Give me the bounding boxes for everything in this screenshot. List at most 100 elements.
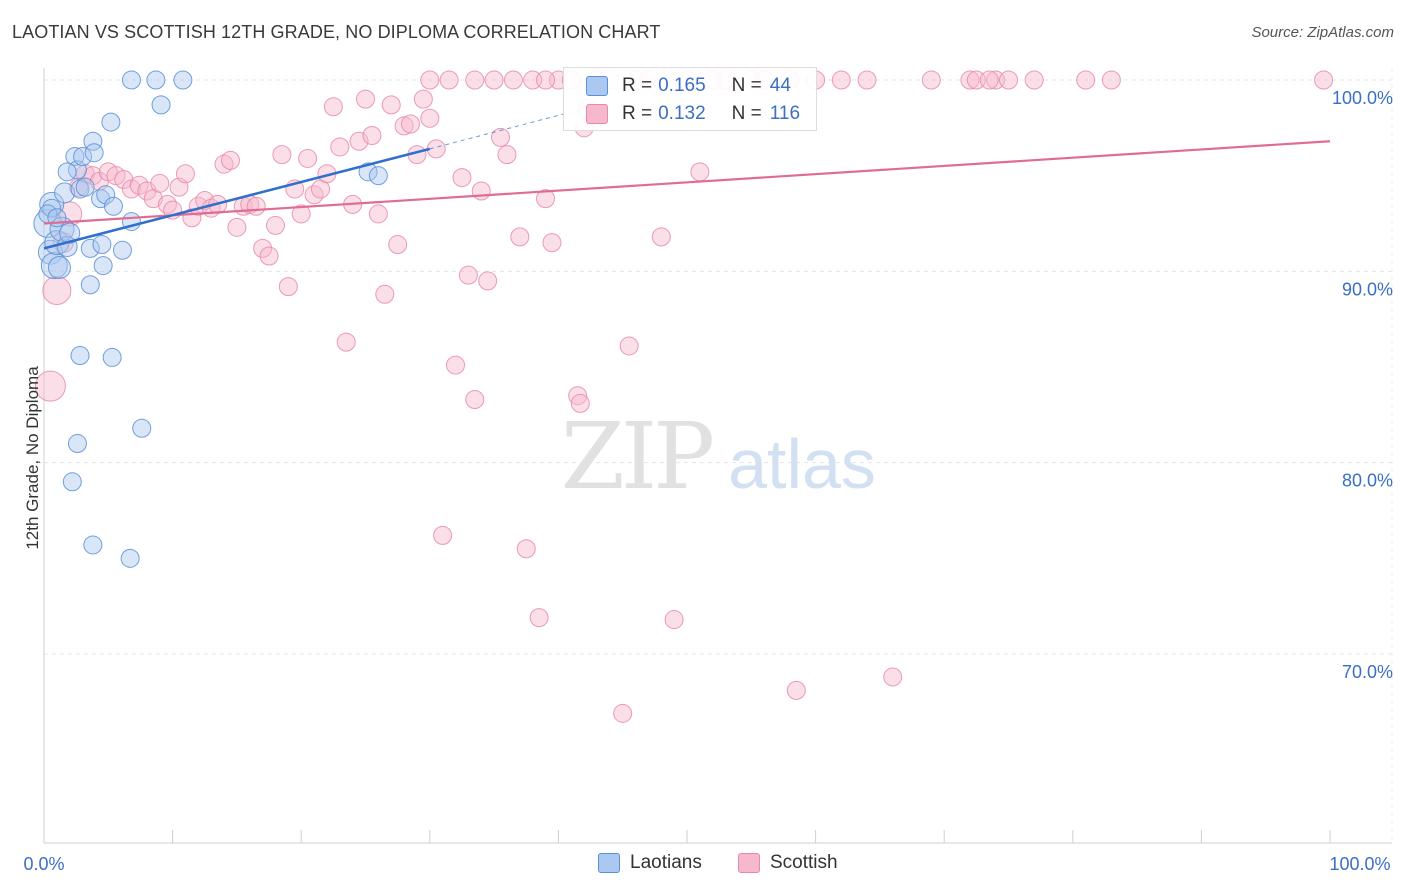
scottish-point xyxy=(157,194,177,214)
scottish-point xyxy=(433,525,453,545)
source-label: Source: ZipAtlas.com xyxy=(1251,24,1394,41)
laotians-point xyxy=(80,275,100,295)
laotians-point xyxy=(47,256,71,280)
scottish-point xyxy=(510,227,530,247)
laotians-point xyxy=(103,196,123,216)
scottish-point xyxy=(484,70,504,90)
laotians-point xyxy=(146,70,166,90)
scottish-point xyxy=(613,703,633,723)
scottish-point xyxy=(1076,70,1096,90)
laotians-point xyxy=(132,418,152,438)
scottish-point xyxy=(619,336,639,356)
scottish-point xyxy=(220,150,240,170)
legend-item-scottish[interactable]: Scottish xyxy=(738,852,838,874)
laotians-point xyxy=(83,535,103,555)
laotians-point xyxy=(93,256,113,276)
scottish-point xyxy=(356,89,375,109)
scottish-point xyxy=(478,271,498,291)
r-value: 0.132 xyxy=(658,103,706,124)
scottish-point xyxy=(420,70,440,90)
scottish-swatch xyxy=(586,104,608,124)
laotians-point xyxy=(40,252,68,280)
watermark: ZIP atlas xyxy=(561,403,876,510)
scottish-point xyxy=(34,370,66,402)
y-tick-label: 100.0% xyxy=(1332,88,1393,108)
n-label: N = xyxy=(731,103,762,124)
scottish-point xyxy=(42,275,72,305)
scottish-point xyxy=(503,70,523,90)
legend-row-laotians: R = 0.165 N = 44 xyxy=(586,73,791,99)
n-value: 44 xyxy=(769,75,791,96)
scottish-point xyxy=(536,189,556,209)
laotians-point xyxy=(62,472,82,492)
x-tick-label-max: 100.0% xyxy=(1329,854,1390,874)
scottish-point xyxy=(536,70,556,90)
correlation-legend: R = 0.165 N = 44 R = 0.132 N = 116 xyxy=(563,67,817,131)
legend-row-scottish: R = 0.132 N = 116 xyxy=(586,101,800,127)
watermark-atlas: atlas xyxy=(728,425,876,503)
scottish-point xyxy=(420,108,440,128)
r-value: 0.165 xyxy=(658,75,706,96)
laotians-point xyxy=(173,70,193,90)
r-label: R = xyxy=(622,103,653,124)
laotians-trend-line xyxy=(43,147,431,250)
laotians-point xyxy=(368,166,388,186)
scottish-point xyxy=(362,125,382,145)
laotians-point xyxy=(70,346,90,366)
scottish-point xyxy=(446,355,466,375)
scottish-point xyxy=(175,164,195,184)
legend-item-laotians[interactable]: Laotians xyxy=(598,852,702,874)
laotians-point xyxy=(42,198,62,218)
scottish-point xyxy=(999,70,1018,90)
scottish-point xyxy=(570,393,590,413)
laotians-point xyxy=(80,238,100,258)
series-legend: Laotians Scottish xyxy=(0,852,1406,876)
scottish-point xyxy=(323,97,343,117)
laotians-point xyxy=(84,143,104,163)
laotians-point xyxy=(112,240,132,260)
scottish-point xyxy=(368,204,388,224)
scottish-point xyxy=(375,284,395,304)
scottish-point xyxy=(786,680,806,700)
y-tick-labels: 100.0% 90.0% 80.0% 70.0% xyxy=(1332,88,1393,682)
scottish-point xyxy=(253,238,273,258)
scottish-point xyxy=(381,95,401,115)
scottish-point xyxy=(979,70,999,90)
scottish-point xyxy=(439,70,459,90)
scottish-point xyxy=(1314,70,1334,90)
scottish-point xyxy=(542,233,562,253)
scottish-point xyxy=(529,608,549,628)
laotians-point xyxy=(59,222,81,244)
scottish-point xyxy=(336,332,356,352)
laotians-point xyxy=(96,185,116,205)
scottish-point xyxy=(1101,70,1121,90)
n-value: 116 xyxy=(769,103,801,124)
scottish-point xyxy=(458,265,478,285)
laotians-point xyxy=(57,162,77,182)
scottish-point xyxy=(298,148,318,168)
y-tick-label: 70.0% xyxy=(1342,662,1393,682)
laotians-point xyxy=(75,177,95,197)
laotians-point xyxy=(92,235,112,255)
scottish-trend-line xyxy=(43,140,1331,225)
laotians-point xyxy=(67,434,87,454)
scottish-point xyxy=(491,127,511,147)
y-tick-label: 90.0% xyxy=(1342,279,1393,299)
scottish-legend-label: Scottish xyxy=(770,852,838,873)
scottish-point xyxy=(246,196,266,216)
laotians-point xyxy=(121,70,141,90)
scottish-point xyxy=(497,145,517,165)
scottish-point xyxy=(516,539,536,559)
laotians-point xyxy=(120,548,140,568)
laotians-point xyxy=(151,95,171,115)
scottish-point xyxy=(349,131,369,151)
laotians-swatch xyxy=(586,76,608,96)
scottish-legend-swatch xyxy=(738,853,760,873)
scottish-point xyxy=(401,114,421,134)
watermark-zip: ZIP xyxy=(561,403,712,510)
scottish-point xyxy=(883,667,903,687)
scottish-point xyxy=(291,204,311,224)
laotians-legend-swatch xyxy=(598,853,620,873)
laotians-point xyxy=(54,182,76,204)
